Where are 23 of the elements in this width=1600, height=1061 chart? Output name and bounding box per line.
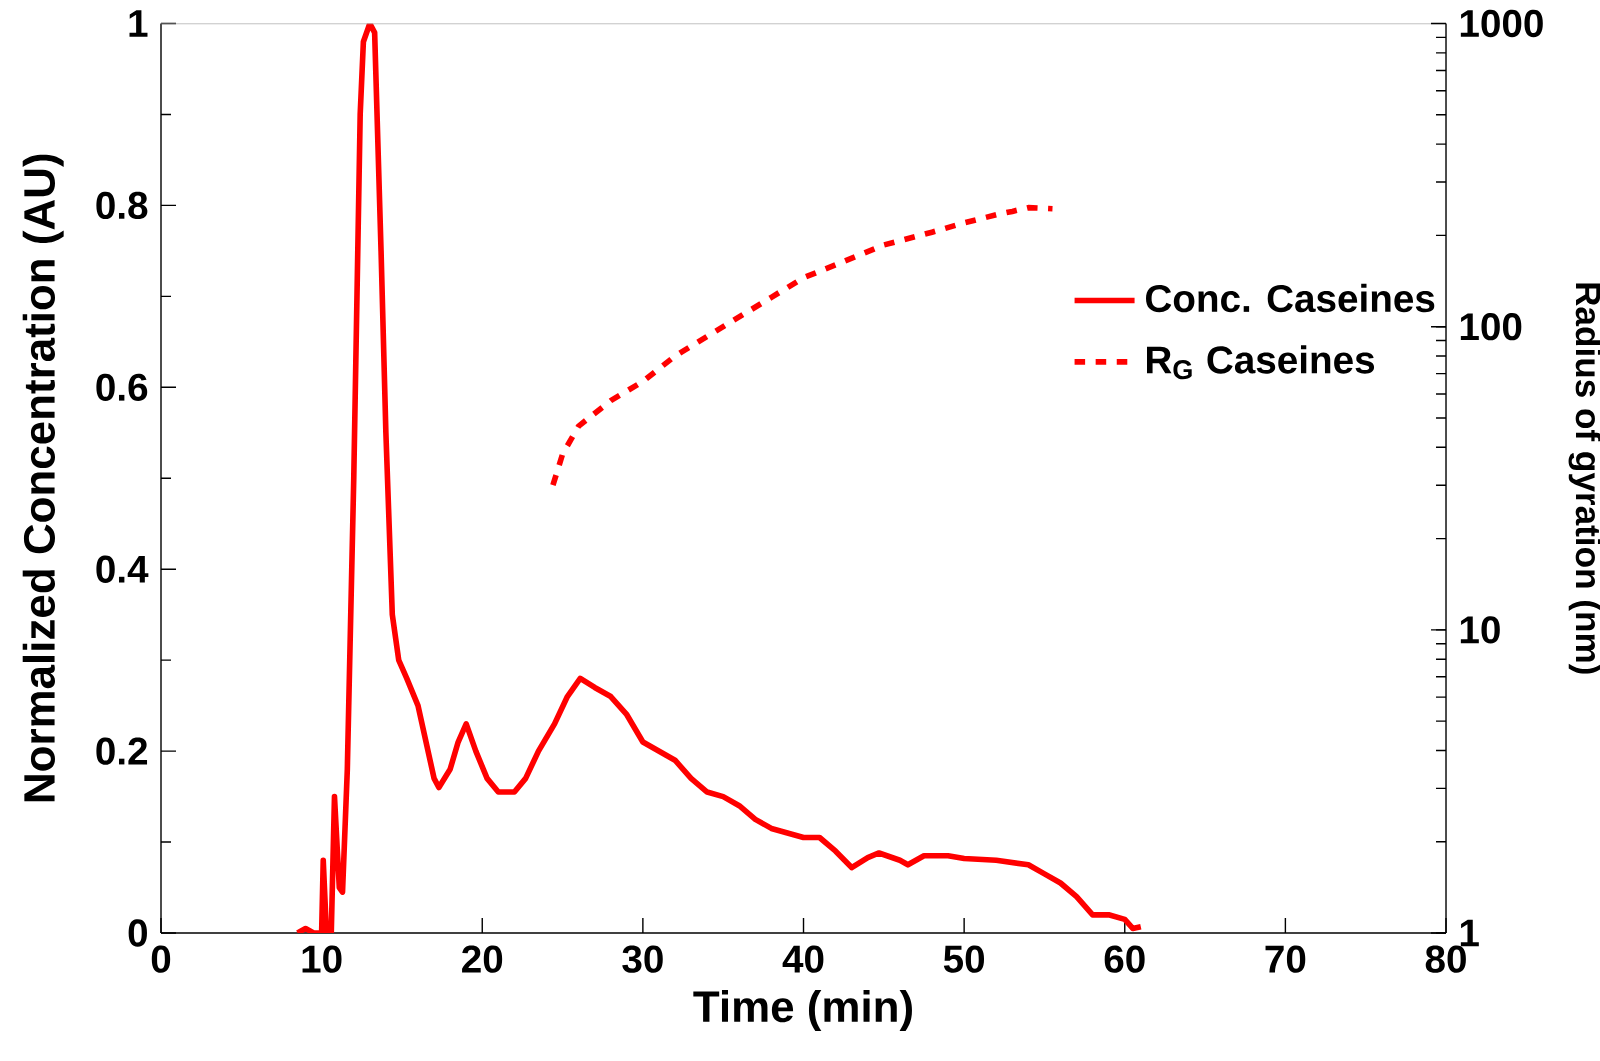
x-tick-label: 0: [151, 945, 171, 973]
y-tick-label: 0.8: [96, 191, 148, 220]
y-tick-label: 0: [128, 919, 147, 947]
x-axis-title: Time (min): [693, 989, 912, 1031]
x-tick-label: 50: [943, 945, 985, 973]
legend-label: R$_{G}$ Caseines: [1147, 345, 1375, 380]
y2-tick-label: 1: [1460, 919, 1479, 947]
x-tick-label: 60: [1104, 945, 1145, 973]
y2-tick-label: 100: [1460, 313, 1522, 341]
x-tick-label: 80: [1425, 945, 1466, 973]
x-tick-label: 30: [622, 945, 663, 973]
legend-label: Conc. Caseines: [1146, 283, 1435, 313]
x-tick-label: 70: [1265, 945, 1306, 973]
y-tick-label: 0.4: [96, 555, 149, 583]
y2-tick-label: 10: [1460, 616, 1500, 644]
y-tick-label: 1: [129, 10, 148, 37]
y-tick-label: 0.2: [96, 737, 148, 765]
x-tick-label: 10: [302, 945, 342, 973]
y2-tick-label: 1000: [1460, 9, 1543, 38]
x-tick-label: 20: [462, 945, 503, 973]
y-axis-title: Normalized Concentration (AU): [22, 154, 64, 802]
y-tick-label: 0.6: [96, 373, 148, 401]
x-tick-label: 40: [782, 945, 824, 973]
